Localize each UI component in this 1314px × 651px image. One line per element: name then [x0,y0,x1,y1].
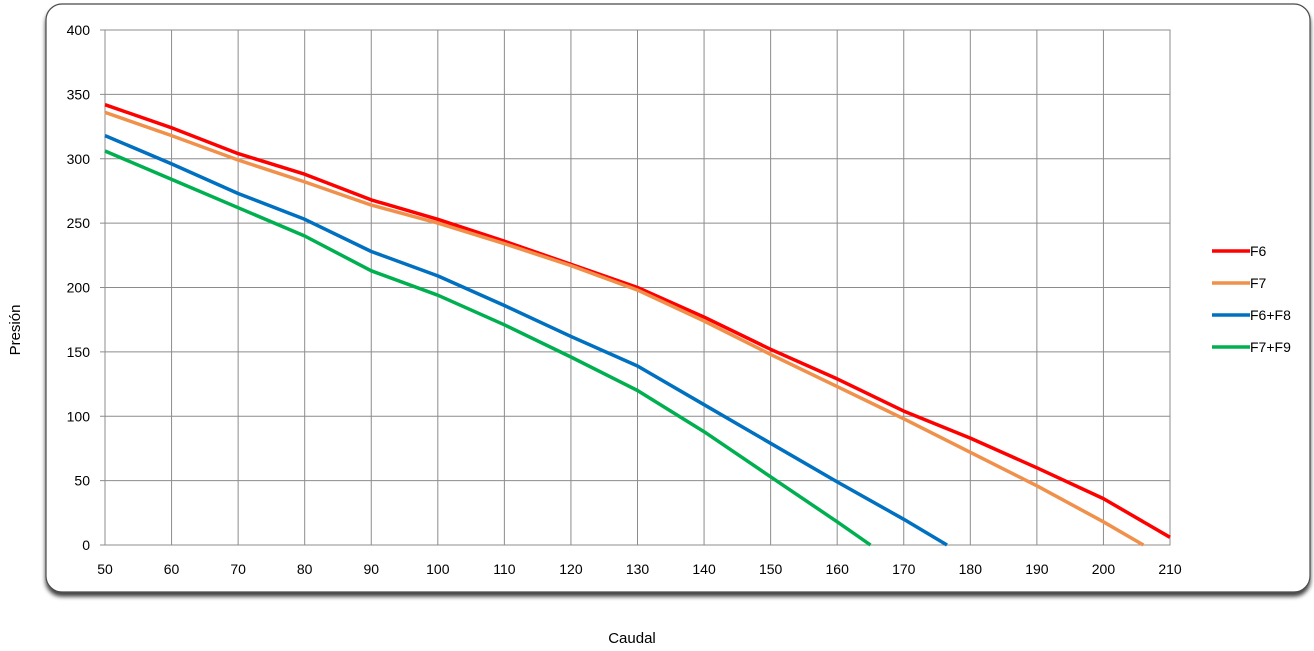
chart-frame [45,3,1311,593]
gridlines [100,29,1171,546]
series-lines [104,103,1171,547]
x-tick-label: 130 [626,561,650,577]
tick-labels: 50 60 70 80 90 100 110 120 130 140 150 160 170 180 190… [67,22,1182,577]
series-line-f7-f9 [104,149,872,547]
y-tick-label: 150 [67,344,91,360]
legend-label-f6: F6 [1250,243,1267,259]
x-tick-label: 190 [1025,561,1049,577]
x-axis-title: Caudal [608,630,656,647]
y-tick-label: 350 [67,86,91,102]
y-tick-label: 50 [74,473,90,489]
y-tick-label: 400 [67,22,91,38]
x-tick-label: 100 [426,561,450,577]
x-tick-label: 170 [892,561,916,577]
legend-label-f6-f8: F6+F8 [1250,307,1291,323]
x-tick-label: 80 [297,561,313,577]
x-tick-label: 50 [97,561,113,577]
legend-label-f7-f9: F7+F9 [1250,339,1291,355]
legend-label-f7: F7 [1250,275,1267,291]
x-tick-label: 110 [493,561,516,577]
y-tick-label: 250 [67,215,91,231]
x-tick-label: 140 [692,561,716,577]
x-tick-label: 210 [1158,561,1182,577]
series-line-f7 [104,110,1145,547]
y-tick-label: 200 [67,280,91,296]
x-tick-label: 60 [164,561,180,577]
y-tick-label: 300 [67,151,91,167]
y-axis-title: Presión [7,305,24,356]
x-tick-label: 120 [559,561,583,577]
series-line-f6-f8 [104,133,948,547]
y-tick-label: 100 [67,408,91,424]
x-tick-label: 160 [826,561,850,577]
x-tick-label: 150 [759,561,783,577]
x-tick-label: 70 [230,561,246,577]
x-tick-label: 200 [1092,561,1116,577]
y-tick-label: 0 [82,537,90,553]
series-line-f6 [104,103,1171,539]
x-tick-label: 90 [363,561,379,577]
x-tick-label: 180 [959,561,983,577]
legend: F6 F7 F6+F8 F7+F9 [1212,243,1291,355]
plot-area-border [104,29,1171,546]
